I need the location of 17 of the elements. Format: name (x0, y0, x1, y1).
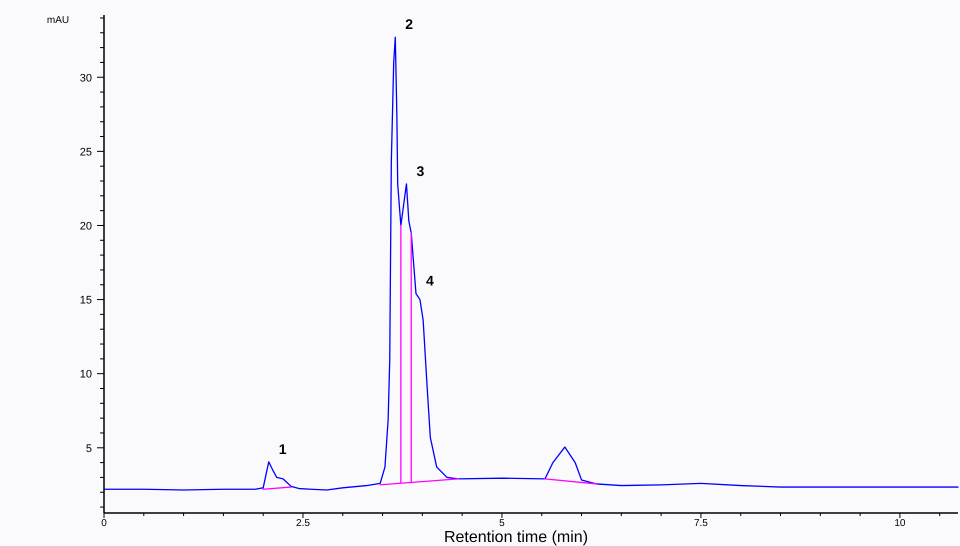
annotation: 4 (426, 272, 434, 289)
annotation: 3 (416, 162, 424, 179)
x-axis-title: Retention time (min) (444, 529, 588, 546)
y-axis-title: mAU (46, 15, 70, 26)
y-tick-label: 20 (80, 220, 92, 232)
y-tick-label: 30 (80, 72, 92, 84)
annotation: 1 (278, 440, 287, 457)
y-tick-label: 15 (80, 294, 92, 307)
y-tick-label: 25 (80, 146, 92, 158)
x-tick-label: 2.5 (296, 518, 310, 529)
x-tick-label: 5 (499, 518, 506, 529)
y-tick-label: 10 (80, 368, 92, 381)
x-tick-label: 10 (894, 518, 906, 529)
annotation: 2 (405, 16, 414, 32)
x-tick-label: 7.5 (694, 518, 708, 529)
y-tick-label: 5 (86, 442, 92, 455)
x-tick-label: 0 (101, 518, 108, 529)
